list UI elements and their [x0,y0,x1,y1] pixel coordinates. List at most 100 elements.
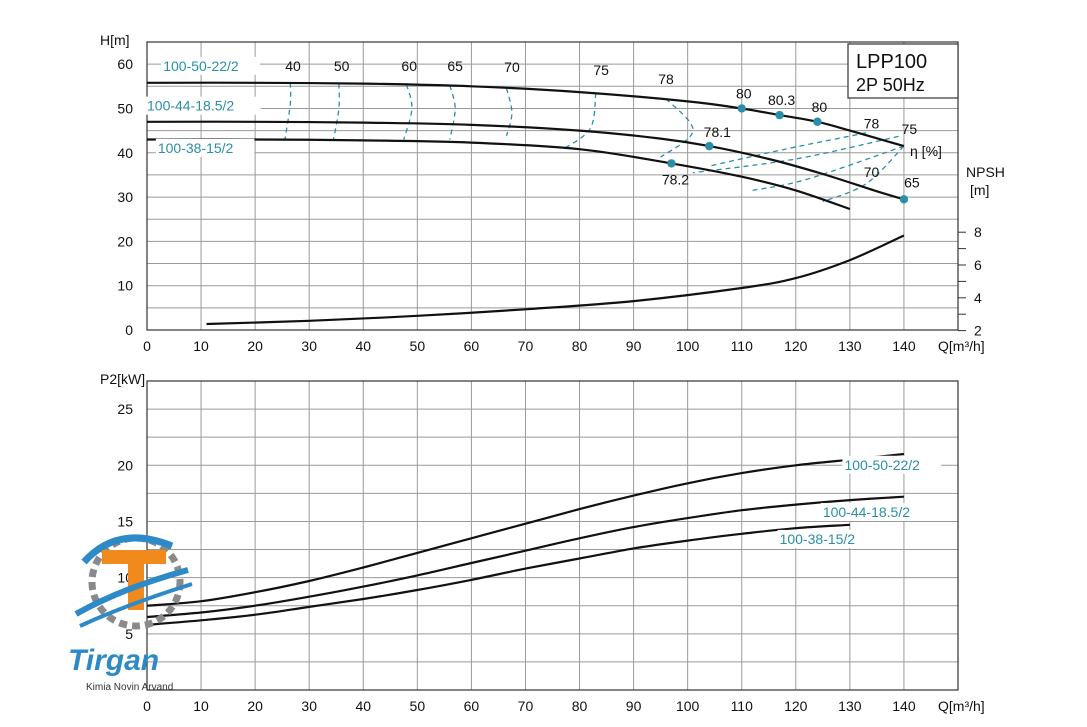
y-tick-label: 60 [117,56,133,72]
x-tick-label: 0 [143,698,151,714]
y-tick-label: 20 [117,457,133,473]
x-tick-label: 70 [518,698,534,714]
y-axis-label: H[m] [100,32,130,48]
efficiency-label: 75 [593,62,609,78]
x-tick-label: 140 [892,338,916,354]
series-label: 100-44-18.5/2 [147,98,234,114]
power-curve [146,495,904,619]
efficiency-label: 60 [401,58,417,74]
x-tick-label: 50 [410,338,426,354]
x-tick-label: 120 [784,338,808,354]
efficiency-curve [562,92,597,150]
logo-arc-icon [81,534,174,565]
series-label-background [145,96,261,115]
efficiency-point [775,110,784,120]
npsh-curve [206,234,905,326]
logo-t-icon [102,550,166,610]
x-axis-label: Q[m³/h] [938,338,985,354]
x-tick-label: 40 [355,698,371,714]
efficiency-label: 40 [285,58,301,74]
efficiency-label: 70 [504,59,520,75]
efficiency-curve [752,145,905,192]
y-tick-label: 25 [117,401,133,417]
y-tick-label: 0 [125,322,133,338]
efficiency-point-label: 80 [736,85,752,101]
model-spec: 2P 50Hz [856,75,925,95]
x-tick-label: 80 [572,698,588,714]
series-label-background [820,502,937,521]
efficiency-label: 78 [864,115,880,131]
plot-frame [146,41,959,331]
head-curve [146,138,851,211]
efficiency-curve [660,98,694,158]
efficiency-point [899,195,909,204]
efficiency-label: 70 [864,164,880,180]
x-tick-label: 40 [355,338,371,354]
x-tick-label: 30 [301,698,317,714]
x-tick-label: 130 [838,698,862,714]
npsh-axis-unit: [m] [970,182,989,198]
x-tick-label: 120 [784,698,808,714]
logo-wave-icon [74,567,189,617]
efficiency-curve [693,135,899,174]
y-tick-label: 10 [117,278,133,294]
x-tick-label: 140 [892,698,916,714]
efficiency-point-label: 80.3 [768,92,795,108]
x-tick-label: 20 [247,698,263,714]
efficiency-label: 78 [658,71,674,87]
series-label: 100-38-15/2 [780,531,856,547]
series-label: 100-44-18.5/2 [823,504,910,520]
npsh-axis-label: NPSH [966,164,1005,180]
efficiency-point [737,104,746,113]
head-curve [146,120,905,201]
y-axis-label: P2[kW] [100,371,145,387]
efficiency-axis-label: η [%] [910,143,942,159]
x-tick-label: 10 [193,698,209,714]
npsh-tick-label: 4 [974,290,982,306]
x-tick-label: 110 [731,698,754,714]
efficiency-point-label: 65 [904,174,920,190]
head-chart-panel: 0 10 20 30 40 50 60 70 80 90 100 110 120 130 140 Q[m³/h… [100,32,1005,354]
series-label-background [155,138,255,157]
x-tick-label: 90 [626,698,642,714]
efficiency-curve [505,87,513,137]
efficiency-label: 75 [902,121,918,137]
efficiency-curve [332,83,340,140]
power-curve [146,523,850,626]
x-tick-label: 20 [247,338,263,354]
power-chart-panel: 0 10 20 30 40 50 60 70 80 90 100 110 120 130 140 Q[m³/h… [100,371,985,714]
x-tick-label: 130 [838,338,862,354]
npsh-tick-label: 6 [974,257,982,273]
logo-wave2-icon [79,582,193,628]
efficiency-curve [709,132,867,167]
y-tick-label: 50 [117,100,133,116]
x-tick-label: 60 [464,338,480,354]
series-label: 100-50-22/2 [844,457,920,473]
x-tick-label: 80 [572,338,588,354]
series-label-background [777,529,877,548]
efficiency-point [667,159,676,168]
power-curve [146,452,905,607]
efficiency-point-label: 80 [812,99,828,115]
efficiency-point [813,117,822,126]
x-tick-label: 10 [193,338,209,354]
tirgan-logo: Tirgan Kimia Novin Arvand [68,534,193,693]
logo-brand: Tirgan [68,644,159,677]
series-label-background [842,455,942,474]
gear-icon [88,534,184,630]
logo-tagline: Kimia Novin Arvand [86,682,173,693]
y-tick-label: 20 [117,233,133,249]
x-tick-label: 100 [676,698,700,714]
y-tick-label: 30 [117,189,133,205]
x-tick-label: 0 [143,338,151,354]
y-tick-label: 5 [125,626,133,642]
x-tick-label: 60 [464,698,480,714]
efficiency-curve [822,145,905,203]
efficiency-curve [403,84,413,140]
series-label-background [161,56,260,75]
efficiency-point-label: 78.2 [662,171,689,187]
x-tick-label: 30 [301,338,317,354]
x-tick-label: 50 [410,698,426,714]
series-label: 100-38-15/2 [158,140,234,156]
y-tick-label: 40 [117,145,133,161]
